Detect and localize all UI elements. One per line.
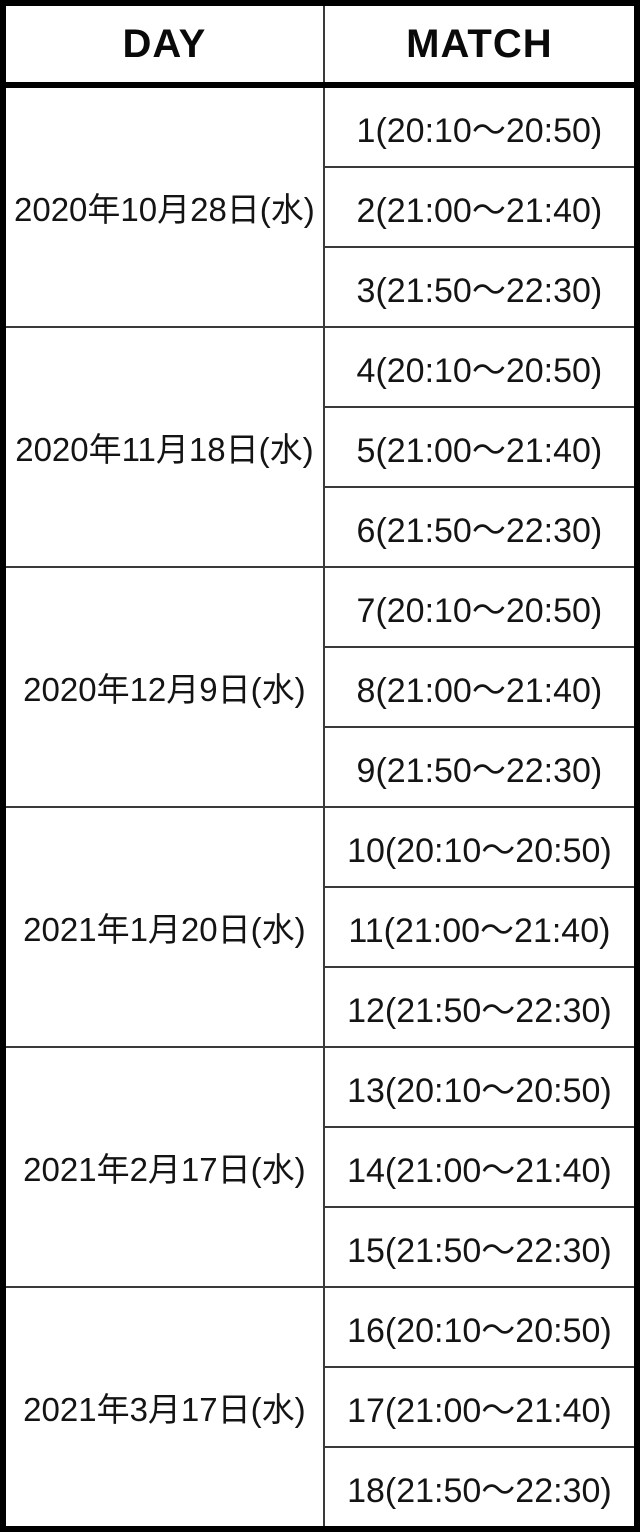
table-row: 2020年10月28日(水) 1(20:10〜20:50) — [2, 84, 639, 328]
match-cell: 4(20:10〜20:50) — [322, 326, 639, 408]
day-cell: 2021年3月17日(水) — [2, 1286, 325, 1530]
match-cell: 14(21:00〜21:40) — [322, 1126, 639, 1208]
day-cell: 2020年10月28日(水) — [2, 84, 325, 328]
day-cell: 2020年11月18日(水) — [2, 326, 325, 568]
table-row: 5(21:00〜21:40) — [3, 406, 639, 488]
match-cell: 17(21:00〜21:40) — [322, 1366, 639, 1448]
table-row: 15(21:50〜22:30) — [3, 1206, 639, 1288]
table-row: 2(21:00〜21:40) — [3, 166, 639, 248]
match-cell: 6(21:50〜22:30) — [322, 486, 639, 568]
match-cell: 15(21:50〜22:30) — [322, 1206, 639, 1288]
match-cell: 13(20:10〜20:50) — [322, 1046, 639, 1128]
match-cell: 12(21:50〜22:30) — [322, 966, 639, 1048]
header-row: DAY MATCH — [3, 3, 637, 88]
match-column-header: MATCH — [322, 3, 637, 88]
table-header: DAY MATCH — [3, 3, 637, 88]
match-cell: 18(21:50〜22:30) — [322, 1446, 639, 1530]
table-row: 6(21:50〜22:30) — [3, 486, 639, 568]
table-row: 12(21:50〜22:30) — [3, 966, 639, 1048]
day-column-header: DAY — [3, 3, 324, 88]
match-cell: 5(21:00〜21:40) — [322, 406, 639, 488]
table-row: 2021年1月20日(水) 10(20:10〜20:50) — [2, 806, 639, 1048]
day-cell: 2021年2月17日(水) — [2, 1046, 325, 1288]
table-row: 14(21:00〜21:40) — [3, 1126, 639, 1208]
match-cell: 7(20:10〜20:50) — [322, 566, 639, 648]
table-row: 17(21:00〜21:40) — [3, 1366, 639, 1448]
table-row: 2020年11月18日(水) 4(20:10〜20:50) — [2, 326, 639, 568]
match-cell: 10(20:10〜20:50) — [322, 806, 639, 888]
day-cell: 2021年1月20日(水) — [2, 806, 325, 1048]
table-row: 2020年12月9日(水) 7(20:10〜20:50) — [2, 566, 639, 808]
table-row: 3(21:50〜22:30) — [3, 246, 639, 328]
match-cell: 1(20:10〜20:50) — [322, 84, 639, 168]
match-cell: 11(21:00〜21:40) — [322, 886, 639, 968]
match-cell: 9(21:50〜22:30) — [322, 726, 639, 808]
match-cell: 3(21:50〜22:30) — [322, 246, 639, 328]
table-row: 2021年3月17日(水) 16(20:10〜20:50) — [2, 1286, 639, 1530]
table-row: 8(21:00〜21:40) — [3, 646, 639, 728]
table-body: 2020年10月28日(水) 1(20:10〜20:50) 2(21:00〜21:4… — [2, 84, 639, 1530]
match-cell: 2(21:00〜21:40) — [322, 166, 639, 248]
day-cell: 2020年12月9日(水) — [2, 566, 325, 808]
match-cell: 16(20:10〜20:50) — [322, 1286, 639, 1368]
table-row: 11(21:00〜21:40) — [3, 886, 639, 968]
table-row: 9(21:50〜22:30) — [3, 726, 639, 808]
match-cell: 8(21:00〜21:40) — [322, 646, 639, 728]
table-row: 2021年2月17日(水) 13(20:10〜20:50) — [2, 1046, 639, 1288]
